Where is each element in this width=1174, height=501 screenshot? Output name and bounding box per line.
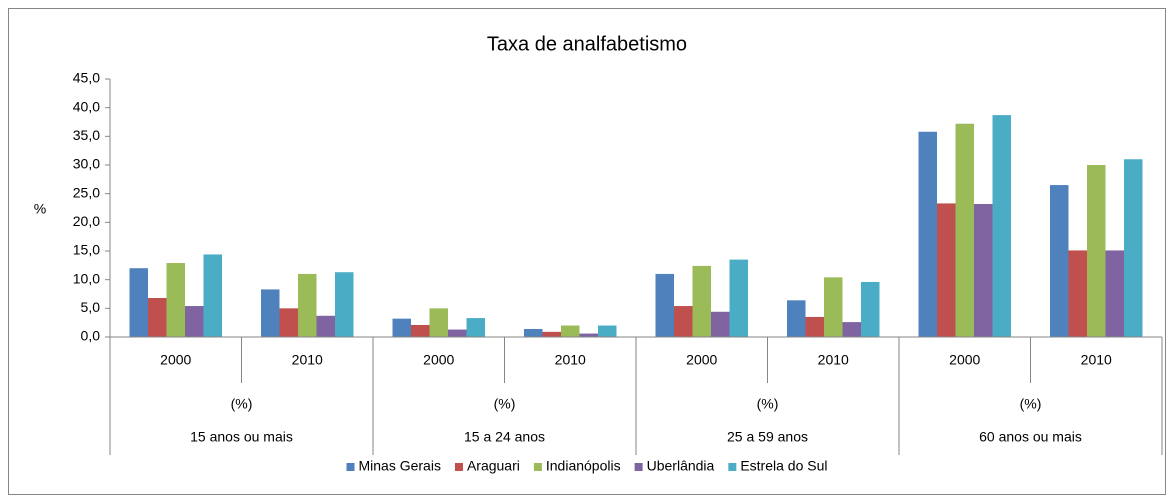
bar bbox=[1087, 165, 1106, 337]
bar bbox=[298, 273, 317, 337]
bar bbox=[974, 203, 993, 337]
x-tick-label: 2000 bbox=[160, 352, 191, 368]
legend-label: Estrela do Sul bbox=[740, 458, 827, 474]
bar bbox=[787, 300, 806, 337]
y-tick-label: 10,0 bbox=[73, 270, 100, 286]
bar bbox=[148, 298, 167, 337]
y-tick-label: 45,0 bbox=[73, 70, 100, 86]
legend-swatch bbox=[634, 463, 643, 471]
bar bbox=[316, 315, 335, 337]
bar bbox=[166, 263, 185, 337]
y-tick-label: 40,0 bbox=[73, 98, 100, 114]
bar bbox=[203, 254, 222, 337]
bar bbox=[542, 331, 561, 337]
group-label: 25 a 59 anos bbox=[727, 429, 808, 445]
bar bbox=[392, 318, 411, 337]
bar bbox=[185, 306, 204, 337]
bar bbox=[1124, 159, 1143, 337]
legend-swatch bbox=[728, 463, 737, 471]
bar bbox=[598, 325, 617, 337]
bar bbox=[279, 308, 298, 337]
bar bbox=[824, 277, 843, 337]
bar bbox=[448, 329, 467, 337]
unit-label: (%) bbox=[231, 396, 253, 412]
bar bbox=[842, 322, 861, 337]
bar bbox=[561, 325, 580, 337]
y-tick-label: 20,0 bbox=[73, 213, 100, 229]
bar bbox=[1068, 250, 1087, 337]
bar bbox=[466, 318, 485, 337]
legend-swatch bbox=[454, 463, 463, 471]
bar bbox=[429, 308, 448, 337]
group-label: 15 anos ou mais bbox=[190, 429, 293, 445]
unit-label: (%) bbox=[494, 396, 516, 412]
x-tick-label: 2000 bbox=[686, 352, 717, 368]
bar bbox=[955, 123, 974, 337]
unit-label: (%) bbox=[757, 396, 779, 412]
bar bbox=[129, 268, 148, 337]
x-tick-label: 2010 bbox=[818, 352, 849, 368]
x-tick-label: 2010 bbox=[1081, 352, 1112, 368]
bar bbox=[655, 273, 674, 337]
y-tick-label: 30,0 bbox=[73, 156, 100, 172]
y-tick-label: 15,0 bbox=[73, 242, 100, 258]
y-tick-label: 5,0 bbox=[81, 299, 101, 315]
bar bbox=[711, 311, 730, 337]
bar bbox=[992, 115, 1011, 338]
bar bbox=[674, 306, 693, 337]
x-tick-label: 2000 bbox=[949, 352, 980, 368]
bar bbox=[1105, 250, 1124, 337]
bar bbox=[937, 203, 956, 337]
y-axis-label: % bbox=[34, 201, 46, 217]
bar bbox=[692, 265, 711, 337]
y-tick-label: 25,0 bbox=[73, 184, 100, 200]
x-tick-label: 2010 bbox=[292, 352, 323, 368]
group-label: 15 a 24 anos bbox=[464, 429, 545, 445]
bar bbox=[861, 281, 880, 337]
bar bbox=[524, 328, 543, 337]
bar bbox=[261, 289, 280, 337]
legend-label: Uberlândia bbox=[647, 458, 715, 474]
chart-title: Taxa de analfabetismo bbox=[487, 33, 687, 55]
x-tick-label: 2010 bbox=[555, 352, 586, 368]
bar bbox=[918, 131, 937, 337]
legend-swatch bbox=[346, 463, 355, 471]
y-tick-label: 0,0 bbox=[81, 328, 101, 344]
unit-label: (%) bbox=[1020, 396, 1042, 412]
legend-label: Araguari bbox=[467, 458, 520, 474]
y-tick-label: 35,0 bbox=[73, 127, 100, 143]
bar bbox=[579, 333, 598, 337]
legend-swatch bbox=[533, 463, 542, 471]
bar bbox=[805, 316, 824, 337]
bar bbox=[335, 272, 354, 337]
bar bbox=[411, 324, 430, 337]
legend-label: Minas Gerais bbox=[358, 458, 440, 474]
x-tick-label: 2000 bbox=[423, 352, 454, 368]
bar bbox=[1050, 185, 1069, 337]
legend-label: Indianópolis bbox=[546, 458, 621, 474]
group-label: 60 anos ou mais bbox=[979, 429, 1082, 445]
bar bbox=[729, 259, 748, 337]
